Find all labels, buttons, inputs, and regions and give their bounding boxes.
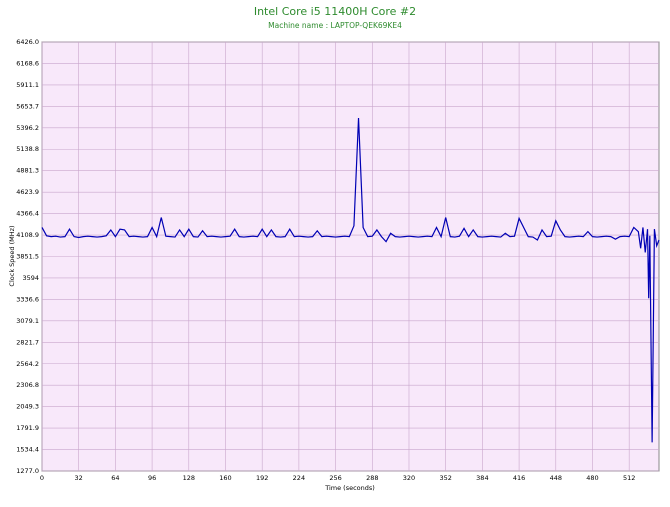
y-tick-label: 5396.2 bbox=[16, 124, 39, 132]
x-axis-title: Time (seconds) bbox=[324, 484, 375, 492]
x-tick-label: 0 bbox=[40, 474, 44, 482]
y-tick-label: 1277.0 bbox=[16, 467, 39, 475]
y-tick-label: 3336.6 bbox=[16, 295, 39, 303]
y-tick-label: 5138.8 bbox=[16, 145, 39, 153]
y-tick-label: 5911.1 bbox=[16, 81, 39, 89]
x-tick-label: 96 bbox=[148, 474, 156, 482]
y-tick-label: 2306.8 bbox=[16, 381, 39, 389]
y-tick-label: 4108.9 bbox=[16, 231, 39, 239]
y-axis-title: Clock Speed (MHz) bbox=[8, 225, 16, 286]
y-tick-label: 2049.3 bbox=[16, 403, 39, 411]
chart-title: Intel Core i5 11400H Core #2 bbox=[254, 5, 416, 18]
x-tick-label: 224 bbox=[293, 474, 305, 482]
y-tick-label: 6426.0 bbox=[16, 38, 39, 46]
y-tick-label: 3079.1 bbox=[16, 317, 39, 325]
x-tick-label: 192 bbox=[256, 474, 268, 482]
y-tick-label: 1791.9 bbox=[16, 424, 39, 432]
data-line bbox=[41, 117, 660, 443]
x-tick-label: 128 bbox=[183, 474, 195, 482]
x-tick-label: 352 bbox=[439, 474, 451, 482]
x-tick-label: 480 bbox=[586, 474, 598, 482]
y-tick-label: 5653.7 bbox=[16, 102, 39, 110]
y-tick-label: 4881.3 bbox=[16, 167, 39, 175]
y-tick-label: 3851.5 bbox=[16, 253, 39, 261]
y-tick-label: 3594 bbox=[22, 274, 39, 282]
x-tick-label: 512 bbox=[623, 474, 635, 482]
x-tick-label: 32 bbox=[75, 474, 83, 482]
y-tick-label: 4623.9 bbox=[16, 188, 39, 196]
x-tick-label: 320 bbox=[403, 474, 415, 482]
x-tick-label: 64 bbox=[111, 474, 119, 482]
y-tick-label: 1534.4 bbox=[16, 446, 39, 454]
y-tick-label: 2821.7 bbox=[16, 338, 39, 346]
x-tick-label: 416 bbox=[513, 474, 525, 482]
x-tick-label: 384 bbox=[476, 474, 488, 482]
y-tick-label: 2564.2 bbox=[16, 360, 39, 368]
chart-subtitle: Machine name : LAPTOP-QEK69KE4 bbox=[268, 21, 402, 30]
y-tick-label: 6168.6 bbox=[16, 59, 39, 67]
x-tick-label: 256 bbox=[329, 474, 341, 482]
x-tick-label: 288 bbox=[366, 474, 378, 482]
x-tick-label: 160 bbox=[219, 474, 231, 482]
x-tick-label: 448 bbox=[550, 474, 562, 482]
y-tick-label: 4366.4 bbox=[16, 210, 39, 218]
